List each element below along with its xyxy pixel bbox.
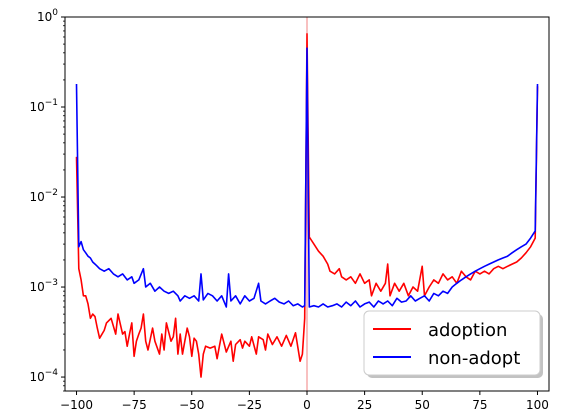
series-line-adoption xyxy=(75,33,539,378)
x-tick-label: −100 xyxy=(60,398,93,412)
x-tick-label: 25 xyxy=(357,398,372,412)
y-axis: 10−4 10−3 10−2 10−1 100 xyxy=(29,8,65,392)
y-tick-label: 10−3 xyxy=(29,278,58,294)
legend: adoption non-adopt xyxy=(363,310,543,378)
legend-box xyxy=(363,310,541,376)
series-line-non-adopt xyxy=(75,47,539,308)
legend-label-non-adopt: non-adopt xyxy=(428,348,520,369)
x-tick-label: −50 xyxy=(179,398,204,412)
y-tick-label: 10−2 xyxy=(29,188,58,204)
y-tick-label: 100 xyxy=(37,8,58,24)
x-tick-label: −75 xyxy=(121,398,146,412)
x-tick-label: 100 xyxy=(526,398,549,412)
x-axis: −100 −75 −50 −25 0 25 50 75 100 xyxy=(60,391,549,412)
series-layer xyxy=(75,17,539,391)
x-tick-label: 75 xyxy=(472,398,487,412)
y-tick-label: 10−1 xyxy=(29,98,58,114)
x-tick-label: −25 xyxy=(237,398,262,412)
legend-label-adoption: adoption xyxy=(428,320,507,341)
y-tick-label: 10−4 xyxy=(29,368,58,384)
x-tick-label: 50 xyxy=(415,398,430,412)
x-tick-label: 0 xyxy=(303,398,311,412)
